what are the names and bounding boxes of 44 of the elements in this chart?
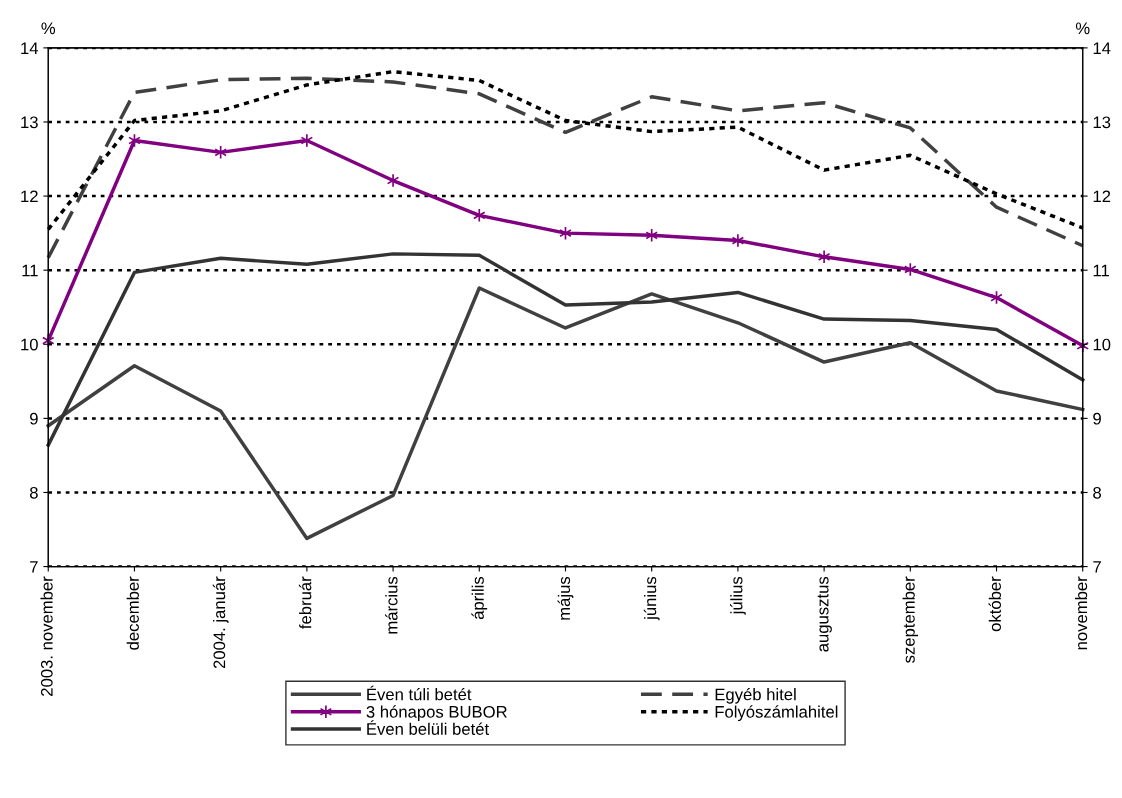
point: [645, 228, 658, 243]
y2-tick-label: 12: [1093, 190, 1111, 203]
point: [731, 233, 745, 248]
y2-tick-label: 10: [1093, 338, 1111, 351]
y-tick-label: 11: [22, 264, 38, 277]
point: [300, 133, 314, 148]
y-axis-title: %: [41, 22, 56, 35]
legend-label: Egyéb hitel: [715, 687, 796, 704]
x-tick-label: július: [730, 576, 746, 615]
y2-tick-label: 9: [1093, 412, 1101, 425]
y-tick-label: 14: [21, 42, 39, 54]
legend-label: Éven belüli betét: [367, 720, 489, 735]
x-tick-label: március: [385, 576, 398, 634]
x-tick-label: május: [557, 576, 574, 620]
point: [904, 262, 917, 277]
y-tick-label: 12: [21, 190, 38, 203]
x-tick-label: február: [298, 576, 312, 629]
legend-label: Éven túli betét: [367, 685, 472, 701]
x-tick-label: október: [988, 576, 1001, 632]
y2-tick-label: 11: [1093, 264, 1109, 277]
line-series: [46, 286, 1085, 541]
point: [817, 249, 831, 264]
y-tick-label: 7: [30, 561, 38, 573]
x-tick-label: december: [126, 576, 139, 650]
x-tick-label: augusztus: [817, 576, 832, 652]
x-tick-label: 2003. november: [40, 576, 53, 696]
line-series: [46, 76, 1085, 260]
legend-label: Folyószámlahitel: [715, 705, 838, 722]
x-tick-label: június: [643, 576, 660, 621]
x-tick-label: 2004. január: [212, 576, 229, 669]
y-tick-label: 9: [30, 412, 38, 425]
x-tick-label: április: [471, 576, 488, 620]
line-series: [46, 252, 1085, 447]
y2-tick-label: 13: [1093, 116, 1111, 129]
y-tick-label: 13: [21, 116, 38, 129]
x-tick-label: november: [1074, 576, 1088, 650]
y2-axis-title: %: [1075, 22, 1090, 35]
y2-tick-label: 7: [1093, 561, 1101, 573]
x-tick-label: szeptember: [902, 576, 919, 663]
point: [473, 208, 486, 223]
y2-tick-label: 14: [1093, 42, 1111, 54]
y-tick-label: 8: [29, 486, 38, 499]
y2-tick-label: 8: [1093, 486, 1101, 499]
y-tick-label: 10: [21, 338, 38, 351]
